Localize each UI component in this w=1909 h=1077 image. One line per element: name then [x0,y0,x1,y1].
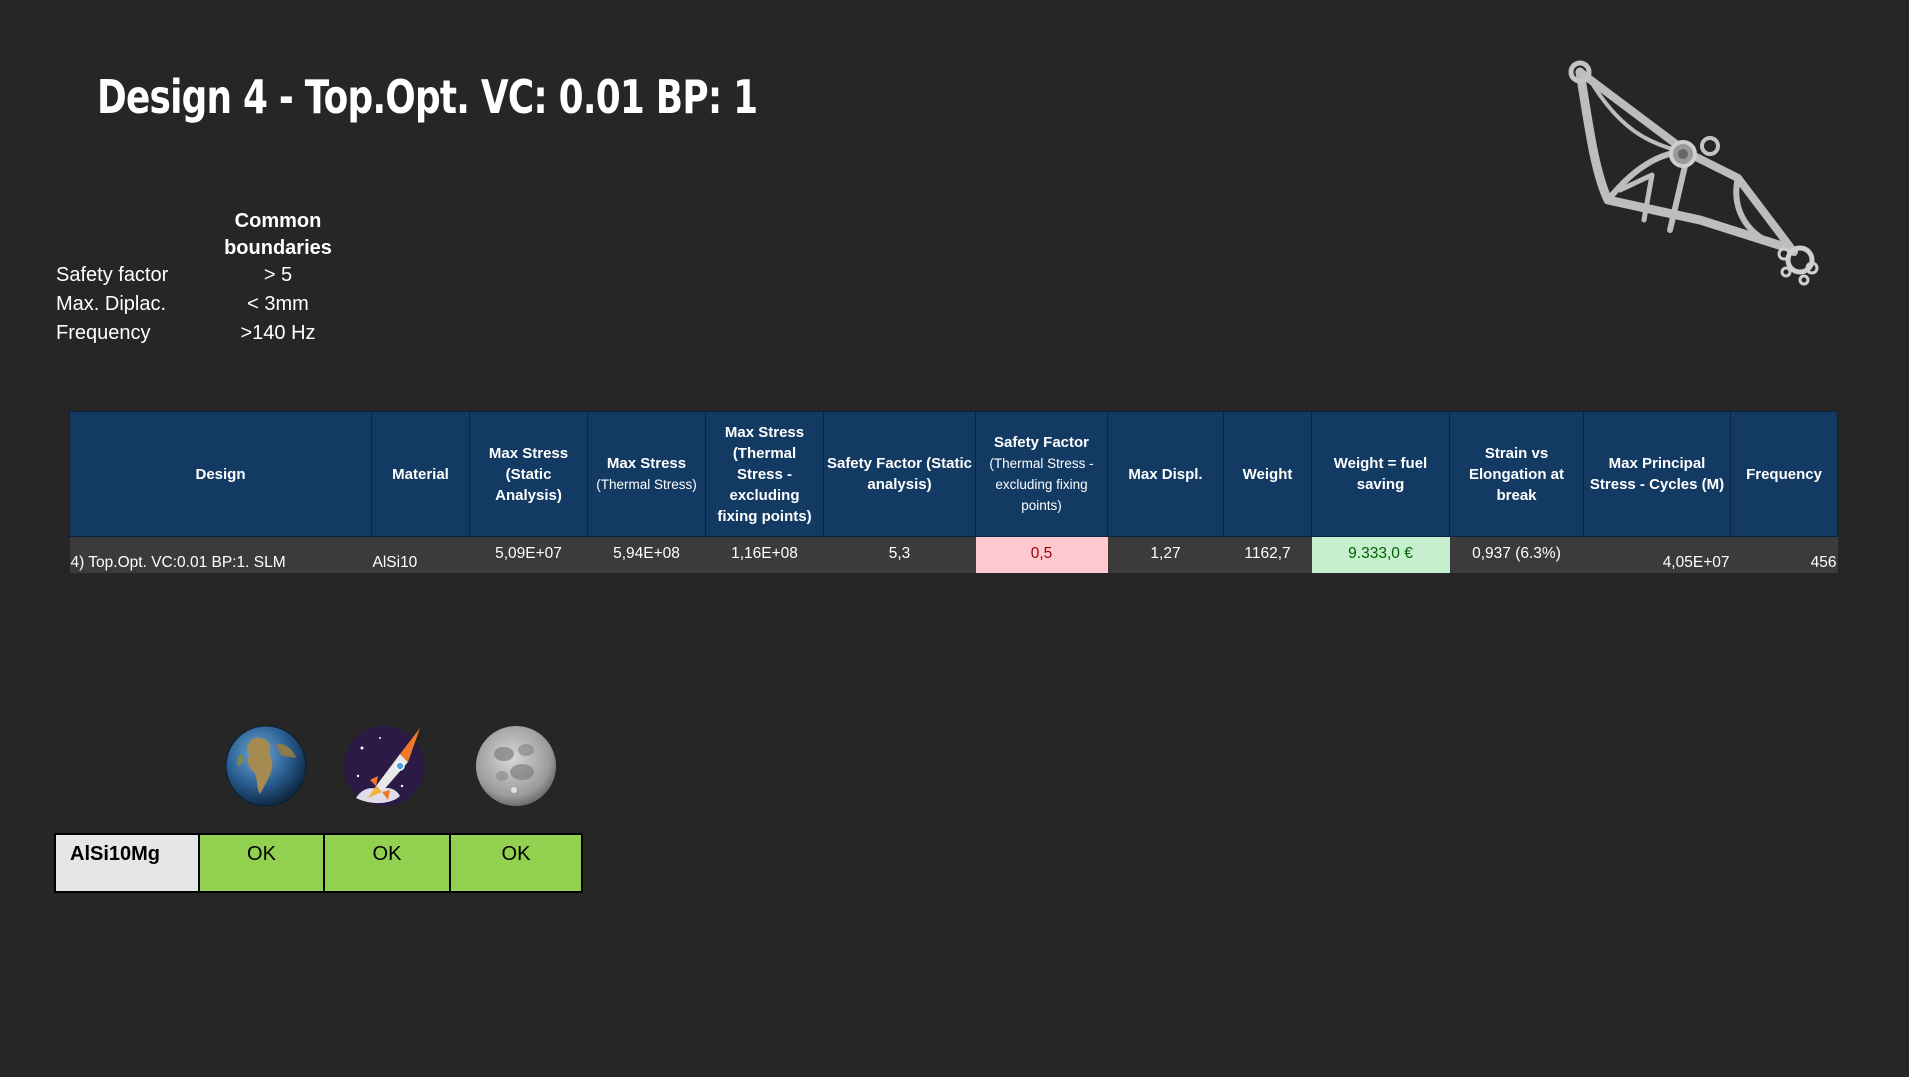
moon-icon [476,726,556,806]
cell-max-stress-static: 5,09E+07 [469,536,588,573]
header-max-stress-static: Max Stress (Static Analysis) [469,411,588,537]
header-max-stress-thermal-excl: Max Stress (Thermal Stress - excluding f… [705,411,824,537]
cell-max-displ: 1,27 [1107,536,1224,573]
header-safety-thermal-title: Safety Factor [993,434,1090,451]
bracket-part-image [1568,60,1819,286]
header-weight: Weight [1223,411,1312,537]
boundary-value: > 5 [263,264,293,286]
header-safety-thermal-sub: (Thermal Stress - excluding fixing point… [989,456,1094,513]
header-max-stress-thermal: Max Stress (Thermal Stress) [587,411,706,537]
header-safety-thermal: Safety Factor (Thermal Stress - excludin… [975,411,1108,537]
cell-strain: 0,937 (6.3%) [1449,536,1584,573]
rocket-icon [344,726,424,806]
page-title: Design 4 - Top.Opt. VC: 0.01 BP: 1 [97,70,758,124]
cell-safety-thermal: 0,5 [975,536,1108,573]
cell-weight: 1162,7 [1223,536,1312,573]
cell-safety-static: 5,3 [823,536,976,573]
header-max-principal: Max Principal Stress - Cycles (M) [1583,411,1731,537]
cell-max-stress-thermal: 5,94E+08 [587,536,706,573]
header-design: Design [69,411,372,537]
cell-design: 4) Top.Opt. VC:0.01 BP:1. SLM [69,536,372,573]
boundary-label: Safety factor [56,264,169,286]
status-moon: OK [449,833,583,893]
header-strain: Strain vs Elongation at break [1449,411,1584,537]
boundary-value: < 3mm [247,293,309,315]
cell-frequency: 456 [1730,536,1838,573]
cell-weight-fuel: 9.333,0 € [1311,536,1450,573]
status-material: AlSi10Mg [54,833,200,893]
boundaries-header: Common boundaries [224,210,332,259]
boundary-label: Max. Diplac. [56,293,167,315]
status-earth: OK [198,833,325,893]
cell-max-principal: 4,05E+07 [1583,536,1731,573]
header-material: Material [371,411,470,537]
environment-status-table: AlSi10Mg OK OK OK [54,833,583,893]
boundary-label: Frequency [56,322,151,344]
header-frequency: Frequency [1730,411,1838,537]
boundary-value: >140 Hz [240,322,316,344]
cell-max-stress-thermal-excl: 1,16E+08 [705,536,824,573]
results-header-row: Design Material Max Stress (Static Analy… [69,411,1838,537]
table-row: 4) Top.Opt. VC:0.01 BP:1. SLM AlSi10 5,0… [69,536,1838,573]
header-max-stress-thermal-title: Max Stress [606,455,687,472]
cell-material: AlSi10 [371,536,470,573]
header-safety-static: Safety Factor (Static analysis) [823,411,976,537]
header-weight-fuel: Weight = fuel saving [1311,411,1450,537]
earth-icon [225,725,307,807]
results-table: Design Material Max Stress (Static Analy… [69,411,1838,573]
status-space: OK [323,833,451,893]
header-max-stress-thermal-sub: (Thermal Stress) [596,477,697,492]
header-max-displ: Max Displ. [1107,411,1224,537]
table-row: AlSi10Mg OK OK OK [54,833,583,893]
